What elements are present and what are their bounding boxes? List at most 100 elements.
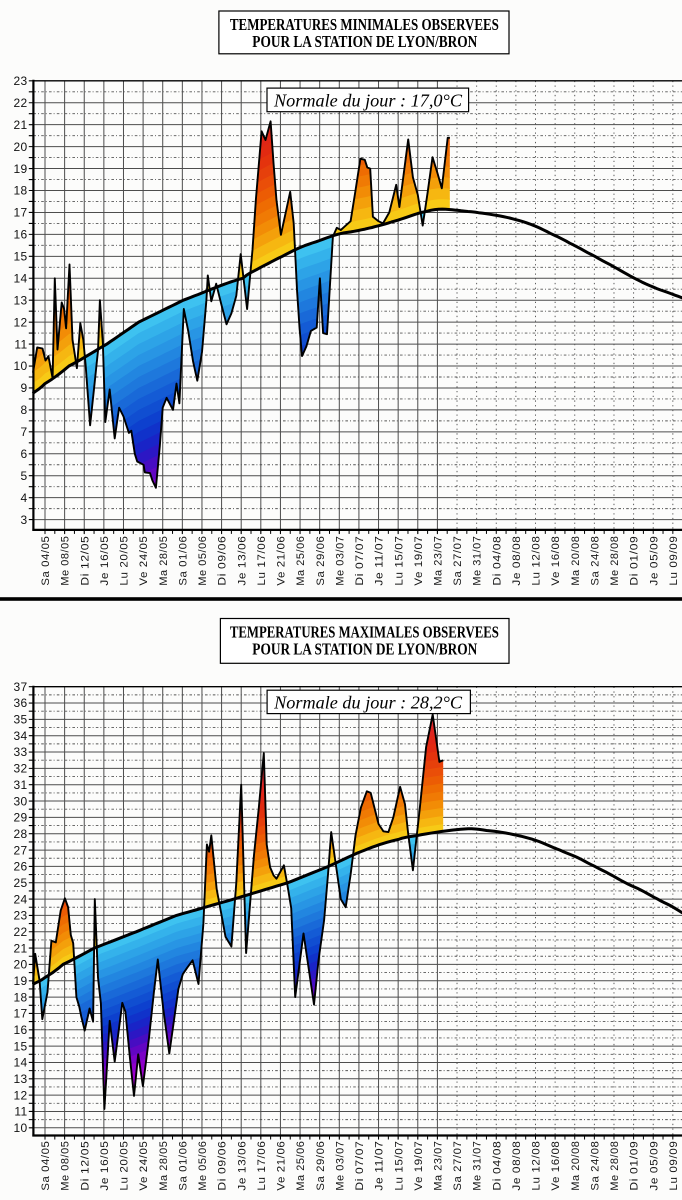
svg-text:Me 31/07: Me 31/07 [472,1141,484,1191]
svg-text:Di 12/05: Di 12/05 [79,1141,91,1191]
svg-text:37: 37 [13,680,27,694]
svg-text:20: 20 [13,140,27,154]
svg-text:10: 10 [13,359,27,373]
svg-text:30: 30 [13,794,27,808]
svg-text:32: 32 [13,762,27,776]
svg-text:33: 33 [13,745,27,759]
svg-text:13: 13 [13,293,27,307]
svg-text:Je 05/09: Je 05/09 [648,1141,660,1191]
svg-text:Ve 21/06: Ve 21/06 [276,536,288,586]
svg-text:Lu 20/05: Lu 20/05 [119,536,131,586]
svg-text:Me 08/05: Me 08/05 [60,536,72,586]
svg-text:10: 10 [13,1121,27,1135]
svg-text:23: 23 [13,74,27,88]
svg-text:28: 28 [13,827,27,841]
svg-text:Lu 12/08: Lu 12/08 [531,536,543,586]
svg-text:16: 16 [13,228,27,242]
svg-text:19: 19 [13,162,27,176]
svg-text:23: 23 [13,909,27,923]
svg-text:Ve 24/05: Ve 24/05 [138,1141,150,1191]
svg-text:Sa 24/08: Sa 24/08 [589,1141,601,1191]
svg-text:21: 21 [13,118,27,132]
svg-text:Me 03/07: Me 03/07 [334,536,346,586]
svg-text:7: 7 [21,425,28,439]
svg-text:Lu 09/09: Lu 09/09 [668,536,680,586]
svg-text:Ve 19/07: Ve 19/07 [413,1141,425,1191]
svg-text:Sa 04/05: Sa 04/05 [40,536,52,586]
svg-text:20: 20 [13,958,27,972]
svg-text:11: 11 [14,337,27,351]
svg-text:Di 07/07: Di 07/07 [354,536,366,586]
svg-text:Sa 01/06: Sa 01/06 [177,536,189,586]
svg-text:Sa 24/08: Sa 24/08 [589,536,601,586]
svg-text:Ve 16/08: Ve 16/08 [550,1141,562,1191]
svg-text:Me 05/06: Me 05/06 [197,1141,209,1191]
svg-text:Je 16/05: Je 16/05 [99,536,111,586]
svg-text:Lu 17/06: Lu 17/06 [256,1141,268,1191]
svg-text:Je 05/09: Je 05/09 [648,536,660,586]
svg-text:Normale du jour : 28,2°C: Normale du jour : 28,2°C [273,693,463,713]
svg-text:Me 05/06: Me 05/06 [197,536,209,586]
svg-text:Ve 19/07: Ve 19/07 [413,536,425,586]
svg-text:Je 11/07: Je 11/07 [374,1141,386,1191]
svg-text:5: 5 [21,469,28,483]
svg-text:Je 11/07: Je 11/07 [374,536,386,586]
svg-text:Ma 20/08: Ma 20/08 [570,1141,582,1191]
svg-text:Me 31/07: Me 31/07 [472,536,484,586]
svg-text:TEMPERATURES MAXIMALES OBSERVE: TEMPERATURES MAXIMALES OBSERVEES [230,623,499,642]
svg-text:Lu 15/07: Lu 15/07 [393,536,405,586]
svg-text:18: 18 [13,990,27,1004]
svg-text:15: 15 [13,1039,27,1053]
svg-text:Ma 25/06: Ma 25/06 [295,1141,307,1191]
svg-text:Di 09/06: Di 09/06 [217,1141,229,1191]
svg-text:Di 12/05: Di 12/05 [79,536,91,586]
svg-text:TEMPERATURES MINIMALES OBSERVE: TEMPERATURES MINIMALES OBSERVEES [230,15,499,34]
svg-text:17: 17 [13,206,27,220]
svg-text:Lu 09/09: Lu 09/09 [668,1141,680,1191]
svg-text:Ma 23/07: Ma 23/07 [433,536,445,586]
svg-text:36: 36 [13,696,27,710]
svg-text:14: 14 [13,272,27,286]
svg-text:31: 31 [13,778,27,792]
svg-text:11: 11 [14,1105,27,1119]
svg-text:Di 04/08: Di 04/08 [491,536,503,586]
svg-text:Sa 27/07: Sa 27/07 [452,536,464,586]
svg-text:8: 8 [21,403,28,417]
svg-text:Je 08/08: Je 08/08 [511,1141,523,1191]
svg-text:Di 09/06: Di 09/06 [217,536,229,586]
svg-text:3: 3 [21,513,28,527]
svg-text:POUR LA STATION DE LYON/BRON: POUR LA STATION DE LYON/BRON [252,32,478,51]
svg-text:15: 15 [13,250,27,264]
svg-text:Di 04/08: Di 04/08 [491,1141,503,1191]
svg-text:34: 34 [13,729,27,743]
svg-text:27: 27 [13,843,27,857]
svg-text:4: 4 [21,491,28,505]
svg-text:13: 13 [13,1072,27,1086]
svg-text:Je 08/08: Je 08/08 [511,536,523,586]
svg-text:Sa 29/06: Sa 29/06 [315,536,327,586]
svg-text:24: 24 [13,892,27,906]
svg-text:9: 9 [21,381,28,395]
svg-text:Sa 27/07: Sa 27/07 [452,1141,464,1191]
svg-text:22: 22 [13,925,27,939]
svg-text:Je 13/06: Je 13/06 [236,1141,248,1191]
svg-text:26: 26 [13,860,27,874]
svg-text:Me 08/05: Me 08/05 [60,1141,72,1191]
svg-text:21: 21 [13,941,27,955]
svg-text:12: 12 [13,1088,27,1102]
svg-text:Ve 21/06: Ve 21/06 [276,1141,288,1191]
svg-text:Di 01/09: Di 01/09 [629,1141,641,1191]
svg-text:Je 16/05: Je 16/05 [99,1141,111,1191]
svg-text:16: 16 [13,1023,27,1037]
svg-text:29: 29 [13,811,27,825]
svg-text:Ma 20/08: Ma 20/08 [570,536,582,586]
svg-text:Ve 24/05: Ve 24/05 [138,536,150,586]
svg-text:POUR LA STATION DE LYON/BRON: POUR LA STATION DE LYON/BRON [252,640,478,659]
svg-text:12: 12 [13,315,27,329]
svg-text:Me 03/07: Me 03/07 [334,1141,346,1191]
svg-text:Lu 15/07: Lu 15/07 [393,1141,405,1191]
svg-text:Ma 28/05: Ma 28/05 [158,536,170,586]
svg-text:Di 01/09: Di 01/09 [629,536,641,586]
svg-text:25: 25 [13,876,27,890]
svg-text:Sa 04/05: Sa 04/05 [40,1141,52,1191]
